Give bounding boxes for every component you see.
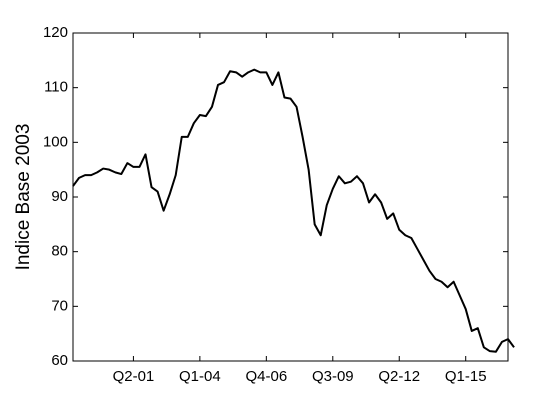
y-tick-label: 90 xyxy=(51,188,68,205)
y-tick-label: 110 xyxy=(44,79,68,96)
x-tick-label: Q2-12 xyxy=(378,368,420,385)
y-tick-label: 100 xyxy=(43,133,68,150)
x-tick-label: Q2-01 xyxy=(113,368,155,385)
x-tick-label: Q1-04 xyxy=(179,368,221,385)
x-tick-label: Q4-06 xyxy=(245,368,287,385)
y-axis-label: Indice Base 2003 xyxy=(13,124,34,271)
x-tick-label: Q3-09 xyxy=(312,368,354,385)
y-tick-label: 70 xyxy=(51,297,68,314)
y-tick-label: 80 xyxy=(51,243,68,260)
x-tick-label: Q1-15 xyxy=(445,368,487,385)
data-line xyxy=(72,68,515,353)
y-tick-label: 120 xyxy=(43,24,68,41)
y-tick-label: 60 xyxy=(51,352,68,369)
